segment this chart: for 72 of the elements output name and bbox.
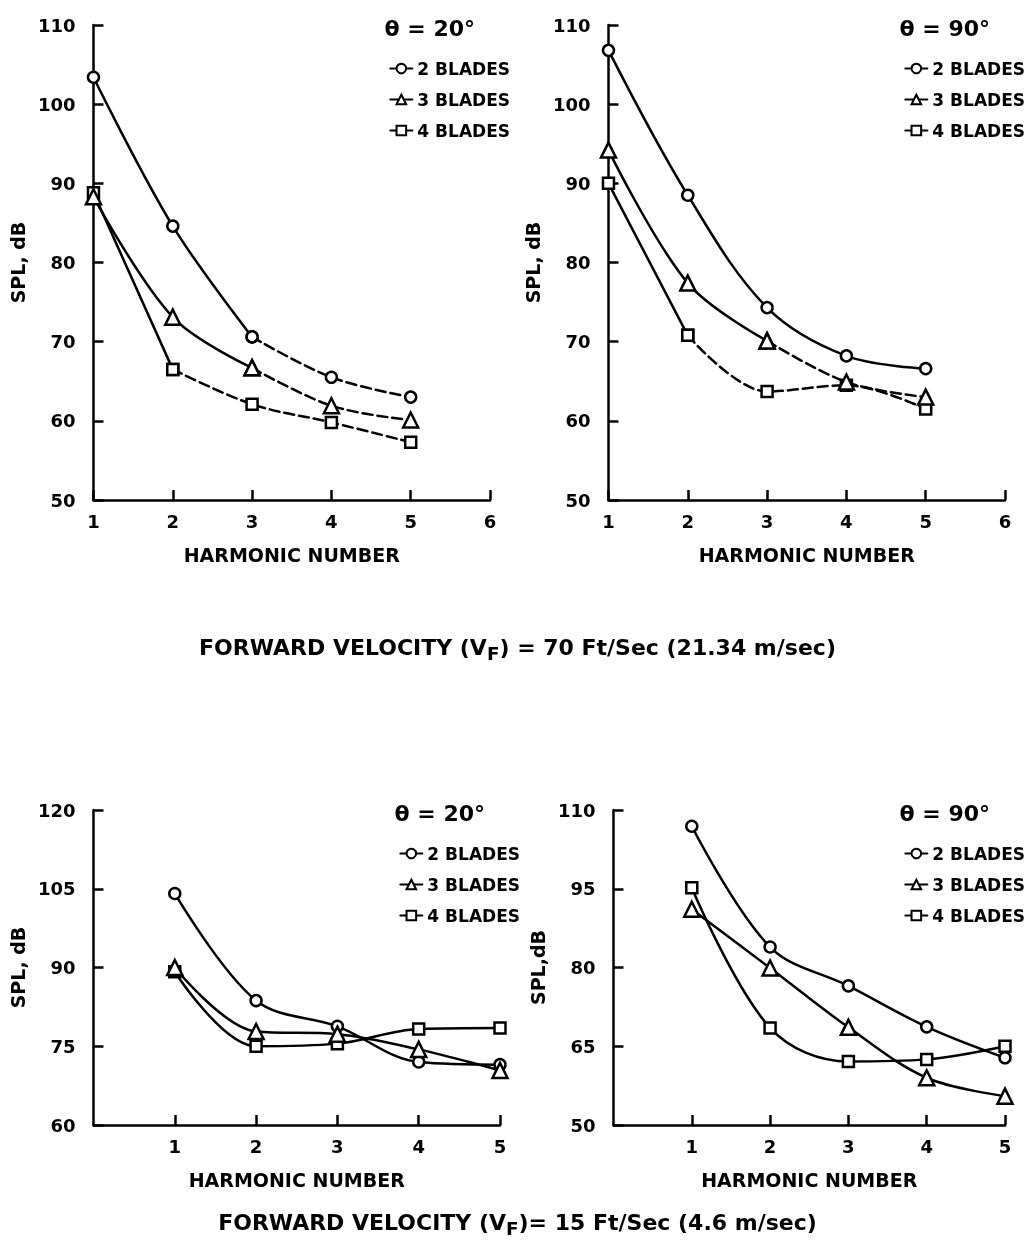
legend-label: 4 BLADES [417, 120, 511, 141]
y-tick-label: 75 [50, 1035, 76, 1057]
y-tick-label: 90 [50, 172, 76, 194]
x-tick-label: 3 [331, 1135, 344, 1157]
x-tick-label: 3 [842, 1135, 855, 1157]
legend-label: 4 BLADES [427, 905, 521, 926]
y-axis-title: SPL, dB [6, 926, 29, 1009]
y-axis-title: SPL,dB [526, 929, 549, 1006]
x-tick-label: 5 [404, 510, 417, 532]
legend-title: θ = 90° [899, 800, 990, 826]
x-tick-label: 2 [249, 1135, 263, 1157]
text: FORWARD VELOCITY (V$_{F}$)= 15 Ft/Sec (4.6 m/sec) [217, 1210, 818, 1240]
y-tick-label: 100 [552, 93, 591, 115]
x-tick-label: 2 [681, 510, 695, 532]
y-tick-label: 50 [50, 489, 76, 511]
x-tick-label: 4 [920, 1135, 933, 1157]
legend-label: 3 BLADES [932, 874, 1026, 895]
y-tick-label: 80 [570, 957, 596, 978]
y-tick-label: 110 [37, 14, 76, 36]
y-tick-label: 60 [50, 1114, 76, 1136]
y-tick-label: 90 [565, 172, 591, 194]
y-tick-label: 50 [565, 489, 591, 511]
x-axis-title: HARMONIC NUMBER [188, 1168, 406, 1191]
x-tick-label: 5 [919, 510, 932, 532]
x-axis-title: HARMONIC NUMBER [698, 543, 916, 566]
legend-label: 2 BLADES [932, 58, 1026, 79]
x-tick-label: 5 [493, 1135, 507, 1157]
x-tick-label: 6 [483, 510, 497, 532]
y-tick-label: 80 [50, 252, 76, 273]
y-tick-label: 110 [552, 14, 591, 36]
x-tick-label: 1 [168, 1135, 182, 1157]
legend-label: 3 BLADES [932, 89, 1026, 110]
x-axis-title: HARMONIC NUMBER [183, 543, 401, 566]
legend-title: θ = 90° [899, 15, 990, 41]
x-tick-label: 1 [87, 510, 100, 532]
y-tick-label: 90 [50, 957, 76, 978]
y-tick-label: 50 [570, 1114, 596, 1136]
legend-label: 4 BLADES [932, 905, 1026, 926]
legend-label: 2 BLADES [932, 843, 1026, 864]
x-tick-label: 4 [325, 510, 338, 532]
legend-title: θ = 20° [384, 15, 475, 41]
x-tick-label: 4 [840, 510, 853, 532]
y-tick-label: 120 [37, 799, 76, 821]
y-tick-label: 65 [570, 1035, 596, 1057]
y-tick-label: 60 [50, 410, 76, 432]
y-tick-label: 105 [37, 878, 76, 900]
x-axis-title: HARMONIC NUMBER [701, 1168, 918, 1191]
x-tick-label: 3 [760, 510, 774, 532]
x-tick-label: 1 [602, 510, 615, 532]
x-tick-label: 5 [998, 1135, 1012, 1157]
y-tick-label: 70 [50, 331, 76, 353]
x-tick-label: 2 [763, 1135, 777, 1157]
y-axis-title: SPL, dB [6, 221, 29, 304]
y-tick-label: 100 [37, 93, 76, 115]
x-tick-label: 1 [685, 1135, 699, 1157]
x-tick-label: 4 [412, 1135, 425, 1157]
legend-label: 4 BLADES [932, 120, 1026, 141]
y-tick-label: 110 [557, 799, 596, 821]
x-tick-label: 3 [245, 510, 259, 532]
legend-label: 3 BLADES [417, 89, 511, 110]
legend-title: θ = 20° [394, 800, 485, 826]
text: FORWARD VELOCITY (V$_{F}$) = 70 Ft/Sec (21.34 m/sec) [198, 635, 837, 665]
legend-label: 2 BLADES [427, 843, 521, 864]
y-tick-label: 80 [565, 252, 591, 273]
legend-label: 3 BLADES [427, 874, 521, 895]
legend-label: 2 BLADES [417, 58, 511, 79]
y-axis-title: SPL, dB [521, 221, 544, 304]
x-tick-label: 6 [998, 510, 1012, 532]
x-tick-label: 2 [166, 510, 180, 532]
y-tick-label: 95 [570, 878, 596, 900]
y-tick-label: 70 [565, 331, 591, 353]
y-tick-label: 60 [565, 410, 591, 432]
